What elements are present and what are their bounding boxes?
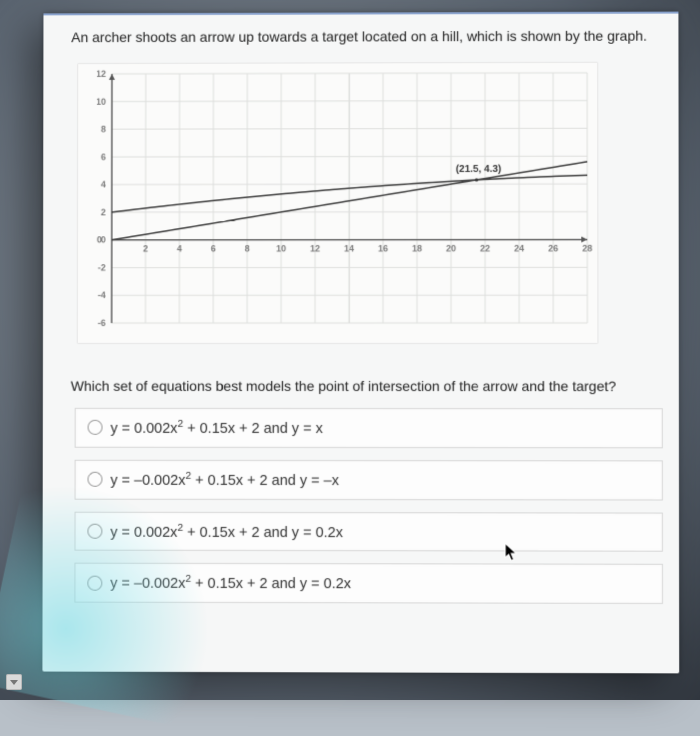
svg-text:8: 8 (101, 124, 106, 134)
svg-text:-6: -6 (98, 318, 106, 328)
trajectory-chart: 246810121416182022242628-6-4-20246810120… (77, 62, 599, 344)
photo-background: An archer shoots an arrow up towards a t… (0, 0, 700, 700)
svg-text:10: 10 (96, 97, 106, 107)
radio-icon[interactable] (88, 472, 103, 487)
svg-text:-4: -4 (98, 290, 106, 300)
svg-text:12: 12 (310, 244, 320, 254)
svg-text:2: 2 (143, 244, 148, 254)
answer-option[interactable]: y = –0.002x2 + 0.15x + 2 and y = 0.2x (74, 563, 663, 604)
svg-text:4: 4 (177, 244, 182, 254)
option-label: y = 0.002x2 + 0.15x + 2 and y = x (110, 419, 322, 437)
svg-text:18: 18 (412, 244, 422, 254)
svg-text:6: 6 (211, 244, 216, 254)
option-label: y = –0.002x2 + 0.15x + 2 and y = 0.2x (110, 574, 351, 592)
svg-text:6: 6 (101, 152, 106, 162)
svg-text:20: 20 (446, 244, 456, 254)
svg-text:16: 16 (378, 244, 388, 254)
svg-text:2: 2 (101, 207, 106, 217)
radio-icon[interactable] (88, 420, 103, 435)
svg-text:12: 12 (96, 69, 106, 79)
app-window: An archer shoots an arrow up towards a t… (42, 12, 679, 674)
option-label: y = 0.002x2 + 0.15x + 2 and y = 0.2x (110, 522, 343, 540)
svg-text:-2: -2 (98, 263, 106, 273)
radio-icon[interactable] (87, 524, 102, 539)
svg-text:4: 4 (101, 180, 106, 190)
svg-text:10: 10 (276, 244, 286, 254)
answer-options: y = 0.002x2 + 0.15x + 2 and y = x y = –0.… (74, 408, 663, 604)
svg-text:28: 28 (582, 243, 592, 253)
answer-option[interactable]: y = –0.002x2 + 0.15x + 2 and y = –x (75, 460, 663, 501)
question-prompt-bottom: Which set of equations best models the p… (71, 378, 663, 394)
answer-option[interactable]: y = 0.002x2 + 0.15x + 2 and y = x (75, 408, 663, 448)
svg-text:26: 26 (548, 244, 558, 254)
svg-text:8: 8 (245, 244, 250, 254)
chart-svg: 246810121416182022242628-6-4-20246810120… (78, 63, 598, 343)
svg-text:14: 14 (344, 244, 354, 254)
scroll-down-button[interactable] (6, 674, 22, 690)
svg-text:24: 24 (514, 244, 524, 254)
svg-text:(21.5, 4.3): (21.5, 4.3) (456, 164, 502, 175)
question-prompt-top: An archer shoots an arrow up towards a t… (71, 28, 662, 46)
mouse-cursor-icon (504, 542, 518, 562)
svg-text:0: 0 (97, 235, 102, 245)
radio-icon[interactable] (87, 576, 102, 591)
svg-text:22: 22 (480, 244, 490, 254)
answer-option[interactable]: y = 0.002x2 + 0.15x + 2 and y = 0.2x (74, 511, 662, 552)
option-label: y = –0.002x2 + 0.15x + 2 and y = –x (110, 471, 339, 489)
